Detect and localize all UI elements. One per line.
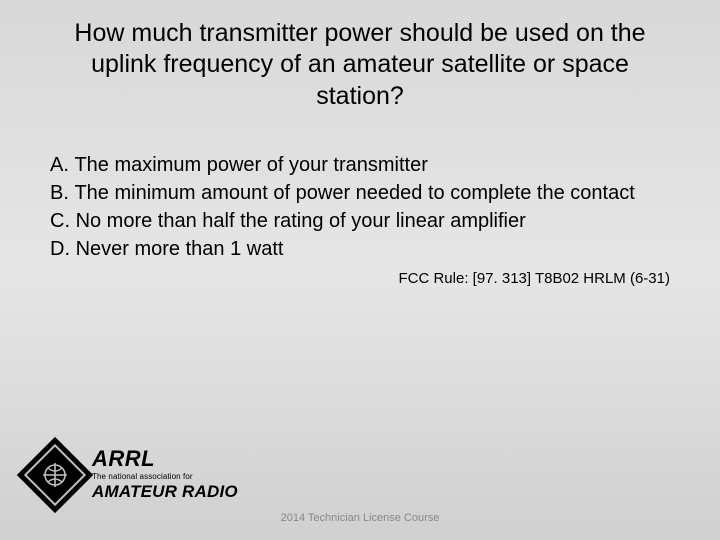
answer-d: D. Never more than 1 watt xyxy=(50,236,670,262)
answer-text: No more than half the rating of your lin… xyxy=(76,208,670,234)
arrl-logo: ARRL The national association for AMATEU… xyxy=(28,448,238,502)
answer-letter: B. xyxy=(50,180,74,206)
arrl-logo-text: ARRL The national association for AMATEU… xyxy=(92,448,238,502)
question-title: How much transmitter power should be use… xyxy=(0,0,720,112)
arrl-diamond-icon xyxy=(17,437,93,513)
answer-text: The maximum power of your transmitter xyxy=(74,152,670,178)
answer-b: B. The minimum amount of power needed to… xyxy=(50,180,670,206)
arrl-tagline: The national association for xyxy=(92,472,238,481)
arrl-name: AMATEUR RADIO xyxy=(92,482,238,502)
answer-list: A. The maximum power of your transmitter… xyxy=(0,112,720,262)
answer-letter: A. xyxy=(50,152,74,178)
answer-a: A. The maximum power of your transmitter xyxy=(50,152,670,178)
fcc-rule-reference: FCC Rule: [97. 313] T8B02 HRLM (6-31) xyxy=(0,264,720,287)
answer-letter: D. xyxy=(50,236,76,262)
answer-letter: C. xyxy=(50,208,76,234)
answer-text: The minimum amount of power needed to co… xyxy=(74,180,670,206)
slide-footer: 2014 Technician License Course xyxy=(0,512,720,524)
arrl-wordmark: ARRL xyxy=(92,446,238,472)
answer-c: C. No more than half the rating of your … xyxy=(50,208,670,234)
answer-text: Never more than 1 watt xyxy=(76,236,670,262)
